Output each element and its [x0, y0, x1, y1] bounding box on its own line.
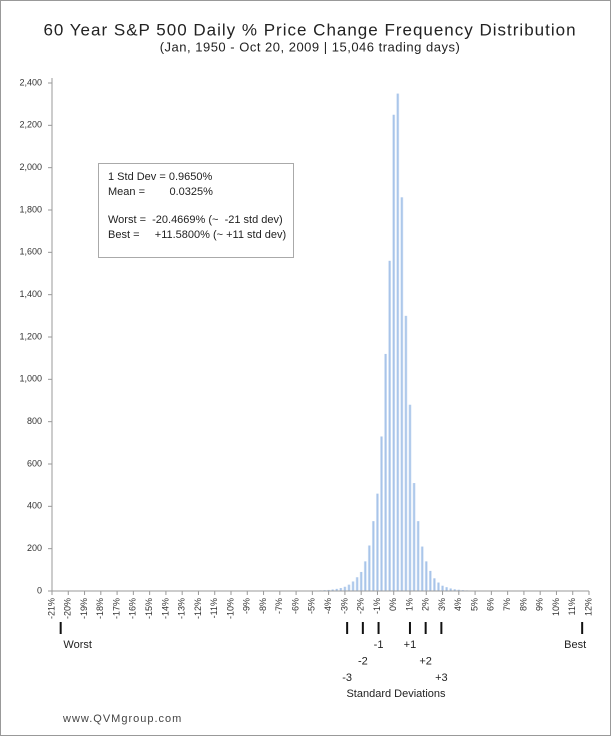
- marker-label: +3: [435, 672, 448, 684]
- x-tick-label: 12%: [583, 598, 593, 616]
- footer: www.QVMgroup.com: [62, 713, 182, 725]
- bar: [433, 578, 436, 591]
- x-tick-label: -20%: [63, 598, 73, 619]
- y-tick-label: 200: [27, 543, 42, 553]
- y-tick-label: 0: [37, 585, 42, 595]
- x-tick-label: 3%: [437, 598, 447, 611]
- marker-label: -1: [374, 639, 384, 651]
- chart-title: 60 Year S&P 500 Daily % Price Change Fre…: [43, 20, 576, 39]
- marker-label: +1: [404, 639, 417, 651]
- x-tick-label: 5%: [469, 598, 479, 611]
- bar: [388, 260, 392, 591]
- bar: [408, 404, 412, 591]
- x-tick-label: -19%: [79, 598, 89, 619]
- bar: [355, 577, 359, 591]
- bar: [371, 521, 375, 591]
- bar: [335, 588, 339, 591]
- x-tick-label: 9%: [535, 598, 545, 611]
- x-tick-label: -6%: [290, 598, 300, 614]
- stats-box: [98, 163, 294, 258]
- stats-line: Mean = 0.0325%: [108, 186, 213, 198]
- y-tick-label: 400: [27, 501, 42, 511]
- markers-title: Standard Deviations: [346, 688, 446, 700]
- bar: [380, 436, 383, 591]
- x-tick-label: -21%: [46, 598, 56, 619]
- marker-label: -3: [342, 672, 352, 684]
- x-tick-label: -1%: [372, 598, 382, 614]
- bar: [343, 586, 347, 591]
- bar: [392, 114, 396, 591]
- x-tick-label: -5%: [307, 598, 317, 614]
- x-tick-label: -14%: [160, 598, 170, 619]
- y-tick-label: 2,000: [19, 162, 42, 172]
- bar: [351, 581, 355, 591]
- bar: [363, 561, 367, 591]
- y-tick-label: 1,000: [19, 374, 42, 384]
- stats-line: Worst = -20.4669% (~ -21 std dev): [108, 214, 283, 226]
- x-tick-label: -4%: [323, 598, 333, 614]
- bar: [412, 483, 416, 591]
- bar: [449, 588, 453, 591]
- stats-line: Best = +11.5800% (~ +11 std dev): [108, 229, 286, 241]
- marker-label: +2: [419, 655, 432, 667]
- y-tick-label: 2,400: [19, 77, 42, 87]
- x-tick-label: 4%: [453, 598, 463, 611]
- y-tick-label: 1,400: [19, 289, 42, 299]
- x-tick-label: -10%: [225, 598, 235, 619]
- bar: [376, 493, 379, 591]
- y-tick-label: 2,200: [19, 120, 42, 130]
- y-tick-label: 1,800: [19, 204, 42, 214]
- bar: [367, 545, 371, 591]
- x-tick-label: 1%: [404, 598, 414, 611]
- x-tick-label: -13%: [177, 598, 187, 619]
- bar: [428, 570, 432, 591]
- bar: [404, 315, 408, 591]
- x-tick-label: -7%: [274, 598, 284, 614]
- x-tick-label: -11%: [209, 598, 219, 618]
- x-tick-label: -3%: [339, 598, 349, 614]
- bar: [424, 561, 428, 591]
- bar: [347, 584, 351, 591]
- x-tick-label: 11%: [567, 598, 577, 615]
- bar: [453, 589, 457, 591]
- x-tick-label: -2%: [356, 598, 366, 614]
- y-tick-label: 600: [27, 458, 42, 468]
- x-tick-label: 10%: [551, 598, 561, 616]
- x-tick-label: 7%: [502, 598, 512, 611]
- y-tick-label: 800: [27, 416, 42, 426]
- x-tick-label: -15%: [144, 598, 154, 619]
- bar: [327, 589, 331, 591]
- y-tick-label: 1,600: [19, 247, 42, 257]
- x-tick-label: 6%: [486, 598, 496, 611]
- x-tick-label: -9%: [242, 598, 252, 614]
- bar: [416, 521, 420, 591]
- bar: [441, 585, 444, 591]
- bar: [339, 588, 343, 591]
- marker-label: Best: [564, 639, 586, 651]
- bar: [359, 571, 363, 591]
- chart-subtitle: (Jan, 1950 - Oct 20, 2009 | 15,046 tradi…: [160, 39, 461, 54]
- marker-label: Worst: [63, 639, 92, 651]
- bar: [437, 582, 440, 591]
- bar: [331, 589, 335, 591]
- x-tick-label: -18%: [95, 598, 105, 619]
- bar: [457, 589, 461, 591]
- x-tick-label: 0%: [388, 598, 398, 611]
- x-tick-label: 8%: [518, 598, 528, 611]
- x-tick-label: -17%: [111, 598, 121, 619]
- bar: [420, 546, 424, 591]
- bar: [396, 93, 400, 591]
- x-tick-label: -16%: [128, 598, 138, 619]
- marker-label: -2: [358, 655, 368, 667]
- bar: [400, 197, 404, 592]
- bar: [384, 353, 387, 591]
- stats-line: 1 Std Dev = 0.9650%: [108, 171, 212, 183]
- x-tick-label: -8%: [258, 598, 268, 614]
- x-tick-label: -12%: [193, 598, 203, 619]
- x-tick-label: 2%: [421, 598, 431, 611]
- bar: [445, 587, 449, 591]
- y-tick-label: 1,200: [19, 331, 42, 341]
